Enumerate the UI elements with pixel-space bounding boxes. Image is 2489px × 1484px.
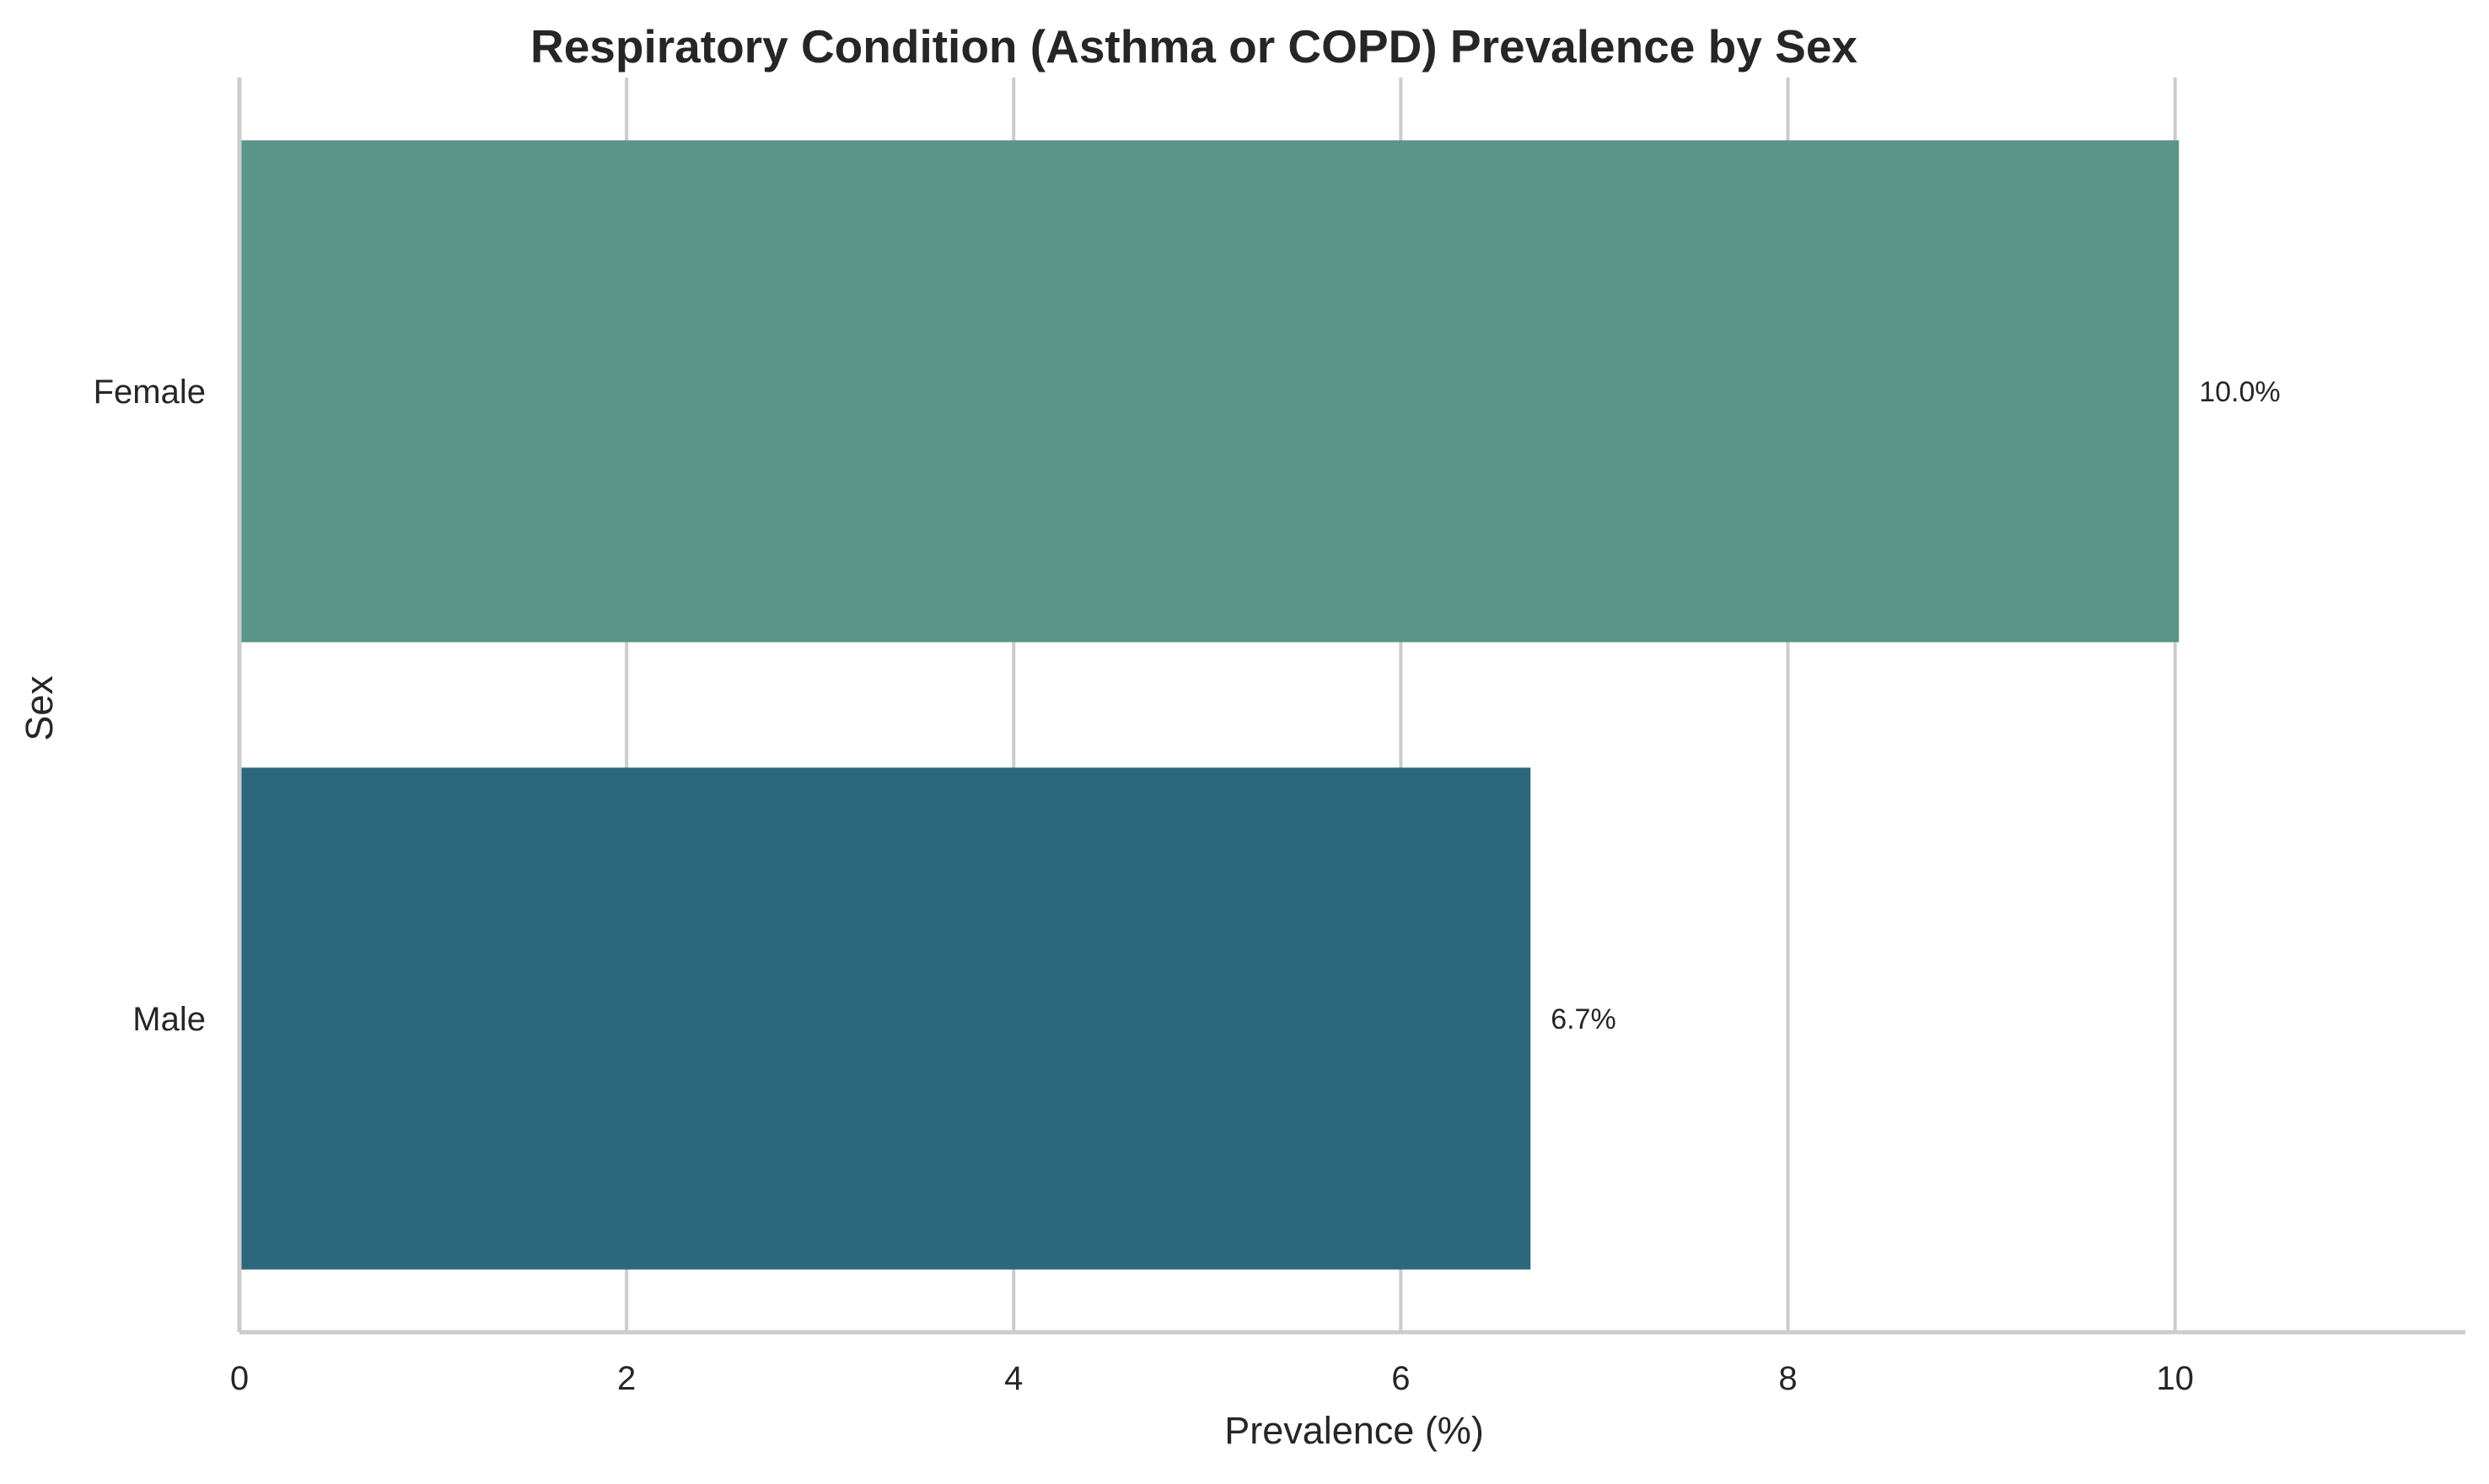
x-tick-label-10: 10 <box>2156 1360 2194 1397</box>
x-tick-label-0: 0 <box>230 1360 249 1397</box>
data-label-male: 6.7% <box>1551 1003 1616 1035</box>
axis-spines <box>237 78 2465 1335</box>
x-tick-label-4: 4 <box>1004 1360 1023 1397</box>
bars <box>239 140 2180 1270</box>
x-tick-label-2: 2 <box>617 1360 636 1397</box>
chart-title: Respiratory Condition (Asthma or COPD) P… <box>530 20 1857 73</box>
bar-female <box>239 140 2180 643</box>
y-tick-label-male: Male <box>132 1001 206 1038</box>
bar-male <box>239 767 1531 1270</box>
x-tick-label-8: 8 <box>1778 1360 1797 1397</box>
x-tick-label-6: 6 <box>1391 1360 1410 1397</box>
tick-labels: Female Male 0 2 4 6 8 10 <box>94 374 2194 1397</box>
data-labels: 10.0% 6.7% <box>1551 376 2280 1035</box>
y-tick-label-female: Female <box>94 374 206 411</box>
data-label-female: 10.0% <box>2199 376 2280 408</box>
y-axis-label: Sex <box>18 675 61 741</box>
x-axis-label: Prevalence (%) <box>1224 1409 1484 1452</box>
